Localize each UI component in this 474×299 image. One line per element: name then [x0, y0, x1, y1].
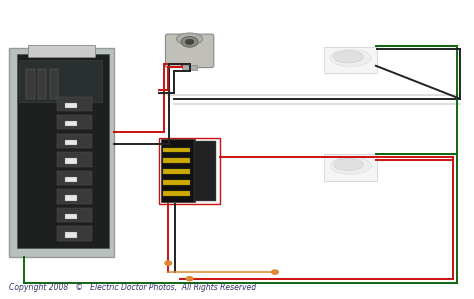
Bar [65, 140, 77, 145]
Bar [65, 195, 77, 201]
Bar [57, 152, 92, 167]
FancyBboxPatch shape [17, 54, 109, 248]
Circle shape [185, 39, 194, 45]
Bar [163, 147, 191, 152]
FancyBboxPatch shape [9, 48, 114, 257]
Ellipse shape [330, 49, 371, 67]
Bar [65, 158, 77, 164]
Bar [65, 177, 77, 182]
FancyBboxPatch shape [28, 45, 95, 57]
Bar [57, 171, 92, 185]
Bar [57, 208, 92, 222]
Bar [65, 214, 77, 219]
Bar [326, 155, 375, 180]
FancyBboxPatch shape [161, 139, 195, 202]
Bar [50, 69, 58, 99]
Bar [65, 232, 77, 238]
Bar [324, 154, 377, 181]
Bar [324, 47, 377, 73]
Bar [65, 121, 77, 126]
Ellipse shape [333, 51, 363, 63]
FancyBboxPatch shape [165, 34, 214, 68]
Ellipse shape [330, 157, 371, 174]
Bar [57, 134, 92, 148]
Bar [65, 103, 77, 108]
Circle shape [181, 36, 198, 47]
Bar [57, 97, 92, 111]
Circle shape [186, 277, 193, 281]
Circle shape [165, 261, 172, 265]
Ellipse shape [333, 158, 363, 170]
FancyBboxPatch shape [19, 60, 102, 102]
Bar [163, 180, 191, 185]
Bar [163, 191, 191, 196]
Bar [57, 226, 92, 241]
Bar [38, 69, 46, 99]
Text: Copyright 2008   ©   Electric Doctor Photos,  All Rights Reserved: Copyright 2008 © Electric Doctor Photos,… [9, 283, 256, 292]
Bar [57, 115, 92, 129]
Bar [57, 189, 92, 204]
FancyBboxPatch shape [159, 138, 220, 204]
Ellipse shape [176, 33, 203, 45]
Bar [326, 48, 375, 72]
Bar [182, 65, 197, 70]
Circle shape [272, 270, 278, 274]
FancyBboxPatch shape [194, 141, 216, 201]
Bar [26, 69, 35, 99]
Bar [163, 158, 191, 163]
Bar [163, 169, 191, 174]
